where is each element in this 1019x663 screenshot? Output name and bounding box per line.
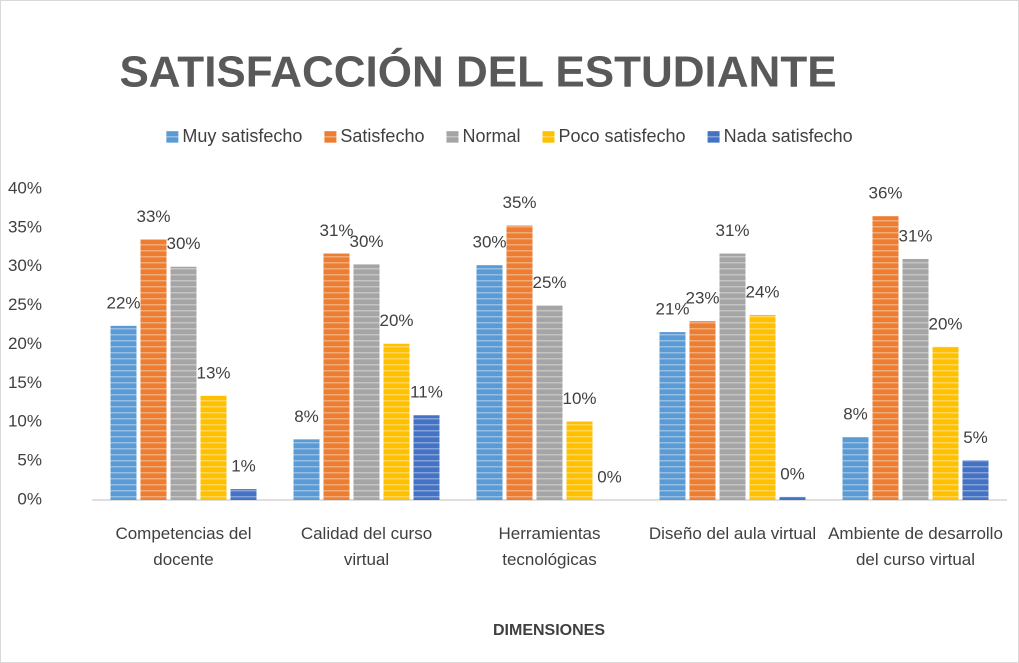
legend-item: Normal — [446, 126, 520, 146]
y-tick-label: 25% — [8, 295, 42, 314]
legend-swatch — [166, 131, 179, 143]
bar — [962, 460, 989, 500]
data-label: 22% — [106, 293, 140, 312]
bar — [323, 253, 350, 500]
bar — [902, 258, 929, 500]
legend-label: Poco satisfecho — [558, 126, 685, 146]
data-label: 1% — [231, 457, 256, 476]
data-label: 20% — [379, 311, 413, 330]
legend-label: Normal — [462, 126, 520, 146]
data-label: 21% — [655, 300, 689, 319]
y-tick-label: 5% — [17, 451, 42, 470]
bar — [719, 253, 746, 500]
legend-label: Muy satisfecho — [182, 126, 302, 146]
bar — [779, 496, 806, 500]
data-label: 23% — [685, 289, 719, 308]
legend-label: Satisfecho — [340, 126, 424, 146]
data-label: 11% — [410, 383, 443, 402]
bar — [293, 439, 320, 500]
legend-item: Nada satisfecho — [707, 126, 853, 146]
y-tick-label: 0% — [17, 489, 42, 508]
data-label: 25% — [532, 273, 566, 292]
data-label: 36% — [868, 184, 902, 203]
legend-item: Muy satisfecho — [166, 126, 302, 146]
data-label: 8% — [294, 407, 319, 426]
x-tick-label: Herramientas tecnológicas — [498, 524, 600, 569]
bar — [200, 395, 227, 500]
legend-swatch — [707, 131, 720, 143]
chart-title: SATISFACCIÓN DEL ESTUDIANTE — [119, 47, 836, 97]
x-tick-label: Competencias del docente — [115, 524, 251, 569]
legend-swatch — [446, 131, 459, 143]
bar — [170, 266, 197, 500]
legend-swatch — [542, 131, 555, 143]
data-label: 30% — [472, 233, 506, 252]
bar — [383, 343, 410, 500]
y-tick-label: 15% — [8, 373, 42, 392]
data-label: 8% — [843, 405, 868, 424]
y-tick-label: 35% — [8, 217, 42, 236]
y-tick-label: 10% — [8, 412, 42, 431]
data-label: 0% — [780, 464, 805, 483]
data-label: 13% — [196, 363, 230, 382]
x-axis-title: DIMENSIONES — [493, 622, 605, 639]
bar — [140, 239, 167, 500]
data-label: 31% — [715, 221, 749, 240]
bar — [932, 346, 959, 500]
data-label: 31% — [319, 221, 353, 240]
bar — [506, 225, 533, 501]
bar — [872, 216, 899, 500]
bar — [230, 489, 257, 500]
bar — [413, 415, 440, 500]
data-label: 5% — [963, 428, 988, 447]
legend-item: Poco satisfecho — [542, 126, 686, 146]
x-tick-label: Ambiente de desarrollo del curso virtual — [828, 524, 1003, 569]
data-label: 30% — [166, 234, 200, 253]
data-label: 35% — [502, 193, 536, 212]
bar — [536, 305, 563, 500]
bar — [749, 314, 776, 500]
bar — [842, 437, 869, 500]
bar — [566, 421, 593, 500]
y-tick-label: 40% — [8, 178, 42, 197]
data-label: 24% — [745, 282, 779, 301]
bar — [353, 264, 380, 500]
data-label: 20% — [928, 314, 962, 333]
bar — [110, 325, 137, 500]
bar — [476, 265, 503, 500]
legend-swatch — [324, 131, 337, 143]
bar — [659, 332, 686, 500]
data-label: 0% — [597, 467, 622, 486]
legend-item: Satisfecho — [324, 126, 424, 146]
data-label: 30% — [349, 232, 383, 251]
y-tick-label: 20% — [8, 334, 42, 353]
data-label: 10% — [562, 389, 596, 408]
legend-label: Nada satisfecho — [724, 126, 853, 146]
bar — [689, 321, 716, 500]
data-label: 33% — [136, 207, 170, 226]
y-tick-label: 30% — [8, 256, 42, 275]
x-tick-label: Calidad del curso virtual — [301, 524, 432, 569]
x-tick-label: Diseño del aula virtual — [649, 524, 816, 543]
data-label: 31% — [898, 226, 932, 245]
